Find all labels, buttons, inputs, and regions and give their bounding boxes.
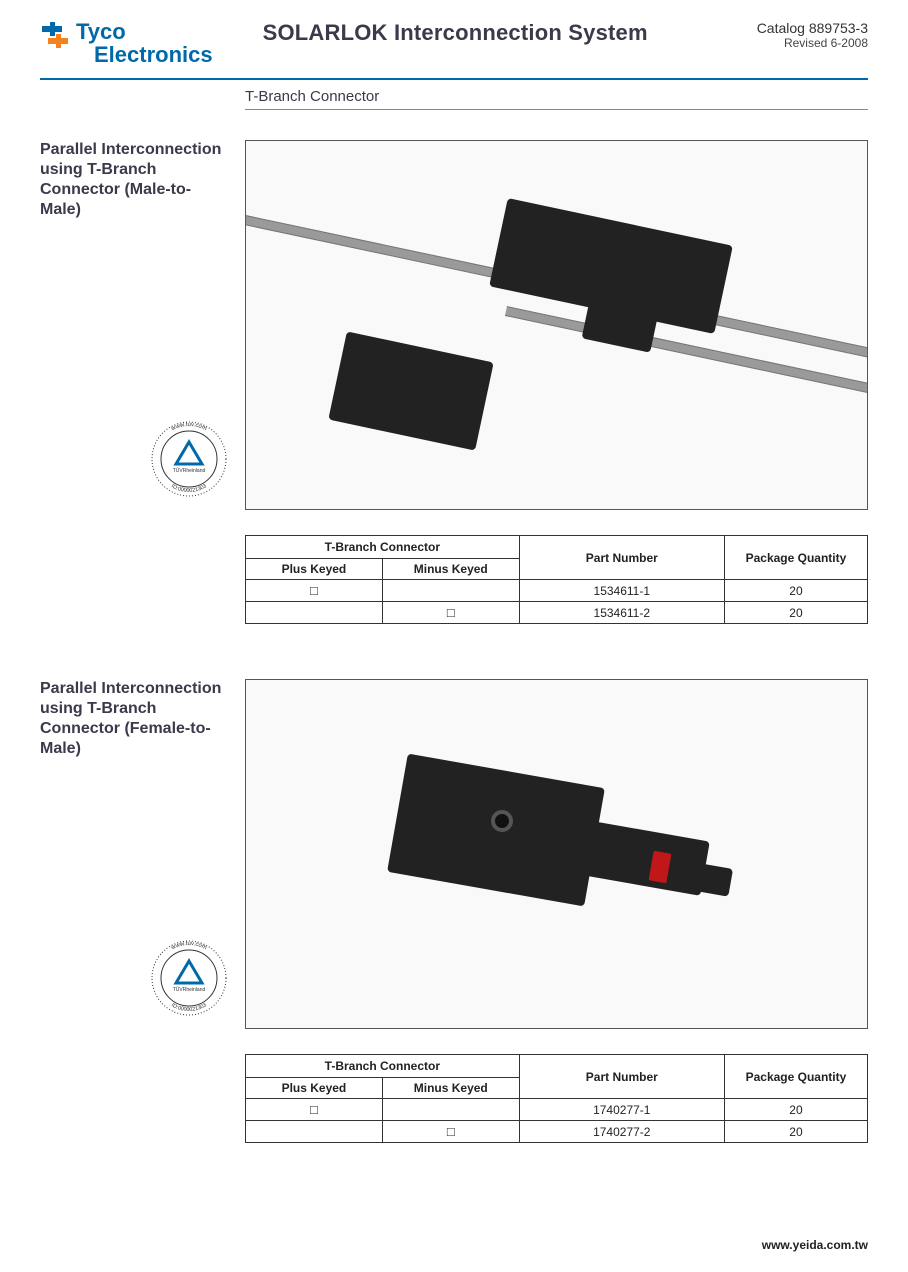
- brand-line2: Electronics: [76, 43, 213, 66]
- col-minus-keyed: Minus Keyed: [382, 559, 519, 580]
- cell-plus-keyed: [246, 602, 383, 624]
- title-block: SOLARLOK Interconnection System: [213, 20, 757, 46]
- col-package-qty: Package Quantity: [724, 536, 867, 580]
- col-package-qty: Package Quantity: [724, 1055, 867, 1099]
- cell-plus-keyed: [246, 580, 383, 602]
- section-male-to-male: Parallel Interconnection using T-Branch …: [40, 140, 868, 510]
- side-column-1: Parallel Interconnection using T-Branch …: [40, 140, 230, 220]
- table-2-wrap: T-Branch Connector Part Number Package Q…: [245, 1054, 868, 1143]
- subtitle-row: T-Branch Connector: [40, 88, 868, 109]
- col-group-connector: T-Branch Connector: [246, 1055, 520, 1078]
- col-group-connector: T-Branch Connector: [246, 536, 520, 559]
- revision-date: Revised 6-2008: [757, 36, 868, 50]
- section-female-to-male: Parallel Interconnection using T-Branch …: [40, 679, 868, 1029]
- tuv-badge-icon: TÜVRheinland www.tuv.com ID:0000021303: [150, 420, 228, 498]
- col-plus-keyed: Plus Keyed: [246, 1078, 383, 1099]
- cell-plus-keyed: [246, 1099, 383, 1121]
- cell-minus-keyed: [382, 602, 519, 624]
- cell-qty: 20: [724, 1121, 867, 1143]
- subtitle-rule: [245, 109, 868, 110]
- cell-minus-keyed: [382, 1121, 519, 1143]
- svg-text:TÜVRheinland: TÜVRheinland: [173, 986, 206, 993]
- table-row: T-Branch Connector Part Number Package Q…: [246, 536, 868, 559]
- section-subtitle: T-Branch Connector: [245, 88, 379, 109]
- cell-part-number: 1534611-2: [519, 602, 724, 624]
- header-rule: [40, 78, 868, 80]
- document-title: SOLARLOK Interconnection System: [263, 20, 757, 46]
- brand-line1: Tyco: [76, 20, 213, 43]
- brand-name: Tyco Electronics: [76, 20, 213, 66]
- col-plus-keyed: Plus Keyed: [246, 559, 383, 580]
- table-row: 1740277-2 20: [246, 1121, 868, 1143]
- table-row: 1534611-1 20: [246, 580, 868, 602]
- page-header: Tyco Electronics SOLARLOK Interconnectio…: [40, 20, 868, 74]
- section2-heading: Parallel Interconnection using T-Branch …: [40, 679, 230, 759]
- cell-part-number: 1740277-2: [519, 1121, 724, 1143]
- product-image-1: [245, 140, 868, 510]
- table-1-wrap: T-Branch Connector Part Number Package Q…: [245, 535, 868, 624]
- cell-part-number: 1534611-1: [519, 580, 724, 602]
- table-row: 1740277-1 20: [246, 1099, 868, 1121]
- cell-minus-keyed: [382, 580, 519, 602]
- col-part-number: Part Number: [519, 1055, 724, 1099]
- section1-heading: Parallel Interconnection using T-Branch …: [40, 140, 230, 220]
- cell-qty: 20: [724, 602, 867, 624]
- cell-part-number: 1740277-1: [519, 1099, 724, 1121]
- tyco-logo-icon: [40, 20, 70, 50]
- catalog-number: Catalog 889753-3: [757, 20, 868, 36]
- catalog-info: Catalog 889753-3 Revised 6-2008: [757, 20, 868, 50]
- parts-table-1: T-Branch Connector Part Number Package Q…: [245, 535, 868, 624]
- cell-qty: 20: [724, 1099, 867, 1121]
- side-column-2: Parallel Interconnection using T-Branch …: [40, 679, 230, 759]
- col-minus-keyed: Minus Keyed: [382, 1078, 519, 1099]
- parts-table-2: T-Branch Connector Part Number Package Q…: [245, 1054, 868, 1143]
- table-row: T-Branch Connector Part Number Package Q…: [246, 1055, 868, 1078]
- cell-qty: 20: [724, 580, 867, 602]
- footer-url: www.yeida.com.tw: [762, 1238, 868, 1252]
- brand-logo: Tyco Electronics: [40, 20, 213, 66]
- product-image-2: [245, 679, 868, 1029]
- col-part-number: Part Number: [519, 536, 724, 580]
- tuv-badge-icon: TÜVRheinland www.tuv.com ID:0000021303: [150, 939, 228, 1017]
- table-row: 1534611-2 20: [246, 602, 868, 624]
- cell-minus-keyed: [382, 1099, 519, 1121]
- svg-text:TÜVRheinland: TÜVRheinland: [173, 467, 206, 474]
- cell-plus-keyed: [246, 1121, 383, 1143]
